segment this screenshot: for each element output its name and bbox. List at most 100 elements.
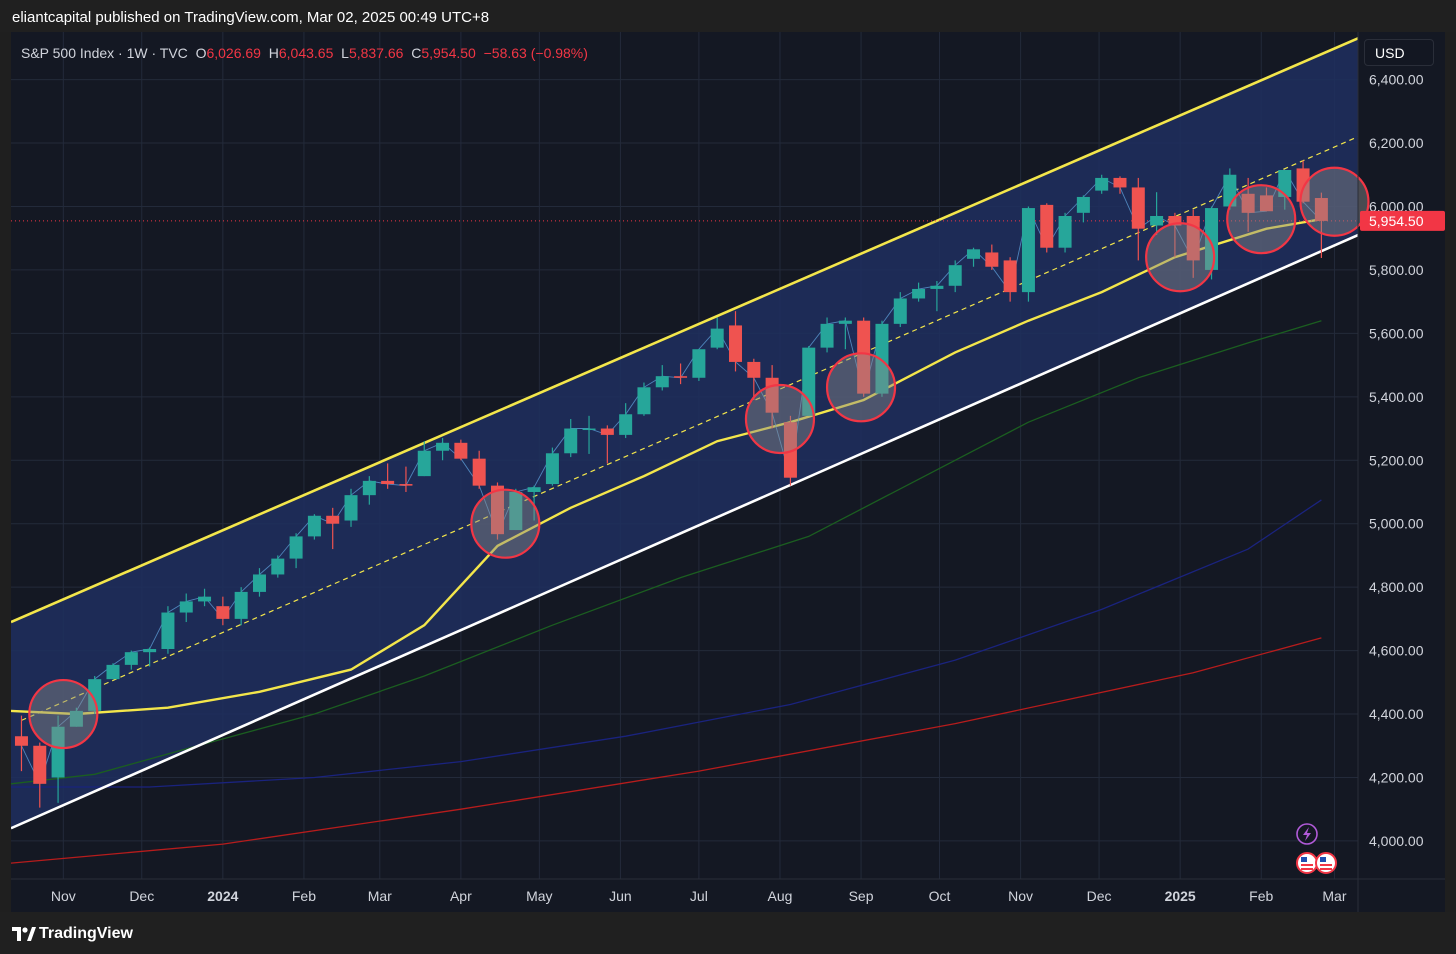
candle-body [307,515,321,537]
low-label: L [341,45,349,61]
candle-body [545,453,559,485]
candle-body [1095,177,1109,191]
candle-body [88,679,102,711]
candle-body [216,606,230,619]
candle-body [14,736,28,746]
chart-panel[interactable]: 4,000.00 4,200.00 4,400.00 4,600.00 4,800.00… [11,32,1445,912]
candle-body [161,612,175,650]
ma-line-green [11,320,1322,785]
candle-body [509,491,523,531]
tradingview-logo-icon [12,927,36,941]
candle-body [1076,196,1090,213]
x-tick-label: Mar [1322,888,1346,904]
x-tick-label: Apr [450,888,472,904]
candle-body [326,515,340,524]
x-tick-label: Sep [849,888,874,904]
candle-body [655,376,669,388]
candle-body [783,422,797,478]
candle-body [582,428,596,431]
y-tick-label: 6,000.00 [1369,198,1424,214]
us-flag-stripe-icon [1320,868,1332,870]
candle-body [143,649,157,653]
channel-mid-line [21,136,1358,721]
x-tick-label: Dec [129,888,154,904]
ohlc-legend: S&P 500 Index · 1W · TVC O6,026.69 H6,04… [21,45,588,61]
candle-body [1278,169,1292,197]
candle-body [857,320,871,394]
candle-body [271,558,285,575]
candle-body [600,428,614,435]
candle-body [1259,195,1273,212]
y-tick-label: 5,000.00 [1369,516,1424,532]
candle-body [1314,198,1328,221]
publish-header: eliantcapital published on TradingView.c… [0,0,1456,32]
us-flag-stripe-icon [1301,868,1313,870]
us-flag-stripe-icon [1320,864,1332,866]
symbol-info[interactable]: S&P 500 Index · 1W · TVC [21,45,188,61]
candle-body [106,664,120,680]
x-tick-label: Nov [51,888,76,904]
candle-body [838,320,852,324]
candle-body [1296,168,1310,202]
candle-body [985,252,999,267]
y-tick-label: 5,800.00 [1369,262,1424,278]
ma-line-blue [11,499,1322,788]
low-value: 5,837.66 [348,45,404,61]
candle-body [381,480,395,485]
candle-body [1021,208,1035,293]
x-tick-label: Dec [1087,888,1112,904]
chart-canvas[interactable]: 4,000.00 4,200.00 4,400.00 4,600.00 4,800.00… [11,32,1445,912]
x-tick-label: 2025 [1165,888,1196,904]
y-tick-label: 4,200.00 [1369,769,1424,785]
highlight-circle [744,383,816,455]
y-tick-label: 4,600.00 [1369,643,1424,659]
us-flag-canton-icon [1301,857,1307,862]
currency-button[interactable]: USD [1364,39,1434,66]
candle-body [1003,260,1017,293]
us-flag-stripe-icon [1301,864,1313,866]
candle-body [399,484,413,486]
candle-body [289,536,303,559]
candle-body [454,442,468,459]
candle-body [1168,215,1182,226]
y-tick-label: 6,400.00 [1369,72,1424,88]
candle-body [33,745,47,784]
y-tick-label: 6,200.00 [1369,135,1424,151]
candle-body [802,347,816,416]
highlight-circle [28,678,99,750]
candle-body [252,574,266,592]
candle-body [344,495,358,521]
open-value: 6,026.69 [206,45,261,61]
candle-body [692,349,706,378]
candle-body [619,414,633,435]
highlight-circle [1145,222,1216,293]
candle-body [124,652,138,665]
y-tick-label: 5,600.00 [1369,325,1424,341]
candle-body [674,376,688,378]
x-tick-label: Nov [1008,888,1033,904]
candle-body [875,323,889,394]
tradingview-logo[interactable]: TradingView [12,924,142,946]
x-tick-label: 2024 [207,888,238,904]
candle-body [490,485,504,535]
candle-body [710,328,724,348]
candle-body [564,428,578,454]
candle-body [820,323,834,348]
x-tick-label: May [526,888,552,904]
x-tick-label: Mar [368,888,392,904]
high-label: H [268,45,279,61]
candle-body [527,487,541,492]
candle-body [893,298,907,324]
lightning-bolt-icon [1303,827,1311,841]
candle-body [472,458,486,486]
candle-body [729,325,743,362]
candle-body [930,285,944,289]
y-tick-label: 5,400.00 [1369,389,1424,405]
candle-body [179,601,193,613]
candle-body [51,726,65,778]
x-tick-label: Oct [929,888,951,904]
candle-body [747,361,761,378]
y-tick-label: 4,000.00 [1369,833,1424,849]
candle-body [1058,215,1072,248]
candle-body [69,710,83,727]
